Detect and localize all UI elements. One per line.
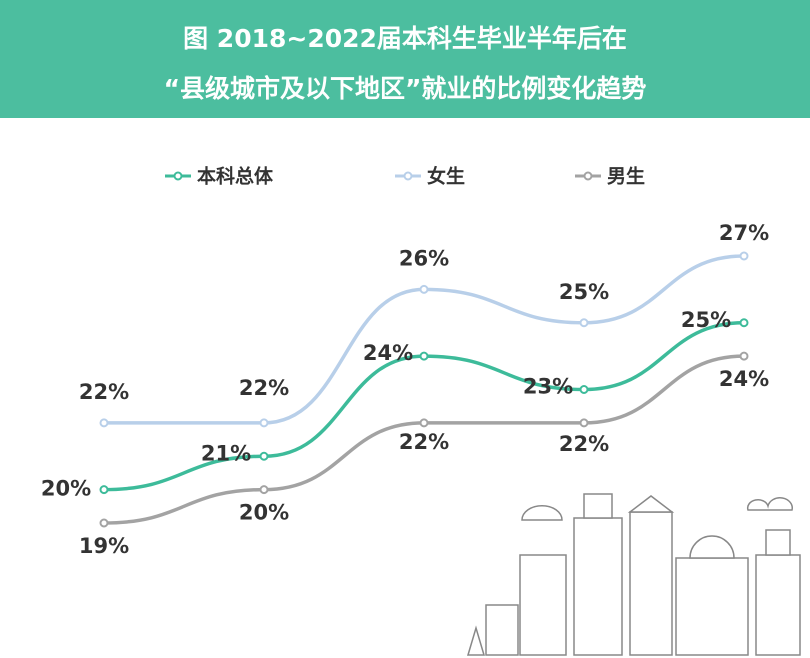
data-point [259,451,269,461]
legend-marker [173,171,183,181]
data-label: 25% [559,280,609,304]
header-band [0,0,810,118]
data-label: 23% [523,375,573,399]
chart-title: 图 2018~2022届本科生毕业半年后在 [183,24,627,53]
data-point [739,318,749,328]
data-point [739,351,749,361]
legend-label: 男生 [607,165,645,188]
data-point [419,351,429,361]
data-point [99,518,109,528]
data-label: 22% [79,380,129,404]
data-point [579,385,589,394]
data-point [99,485,109,495]
legend-label: 本科总体 [197,165,274,188]
data-label: 24% [719,367,769,391]
data-label: 27% [719,221,769,245]
legend-marker [583,171,593,181]
data-label: 22% [559,432,609,456]
legend-marker [403,171,413,181]
data-point [739,251,749,261]
chart-title: “县级城市及以下地区”就业的比例变化趋势 [164,74,647,103]
legend-label: 女生 [427,165,465,188]
data-label: 26% [399,246,449,270]
series-line [103,254,745,425]
data-point [419,284,429,294]
data-point [579,318,589,328]
city-illustration [466,493,801,656]
data-label: 24% [363,341,413,365]
data-point [259,418,269,428]
data-label: 22% [239,376,289,400]
data-label: 20% [239,501,289,525]
data-point [259,485,269,495]
data-point [99,418,109,428]
data-point [579,418,589,428]
data-label: 21% [201,441,251,465]
data-label: 25% [681,308,731,332]
data-point [419,418,429,428]
data-label: 19% [79,534,129,558]
data-label: 20% [41,477,91,501]
data-label: 22% [399,430,449,454]
